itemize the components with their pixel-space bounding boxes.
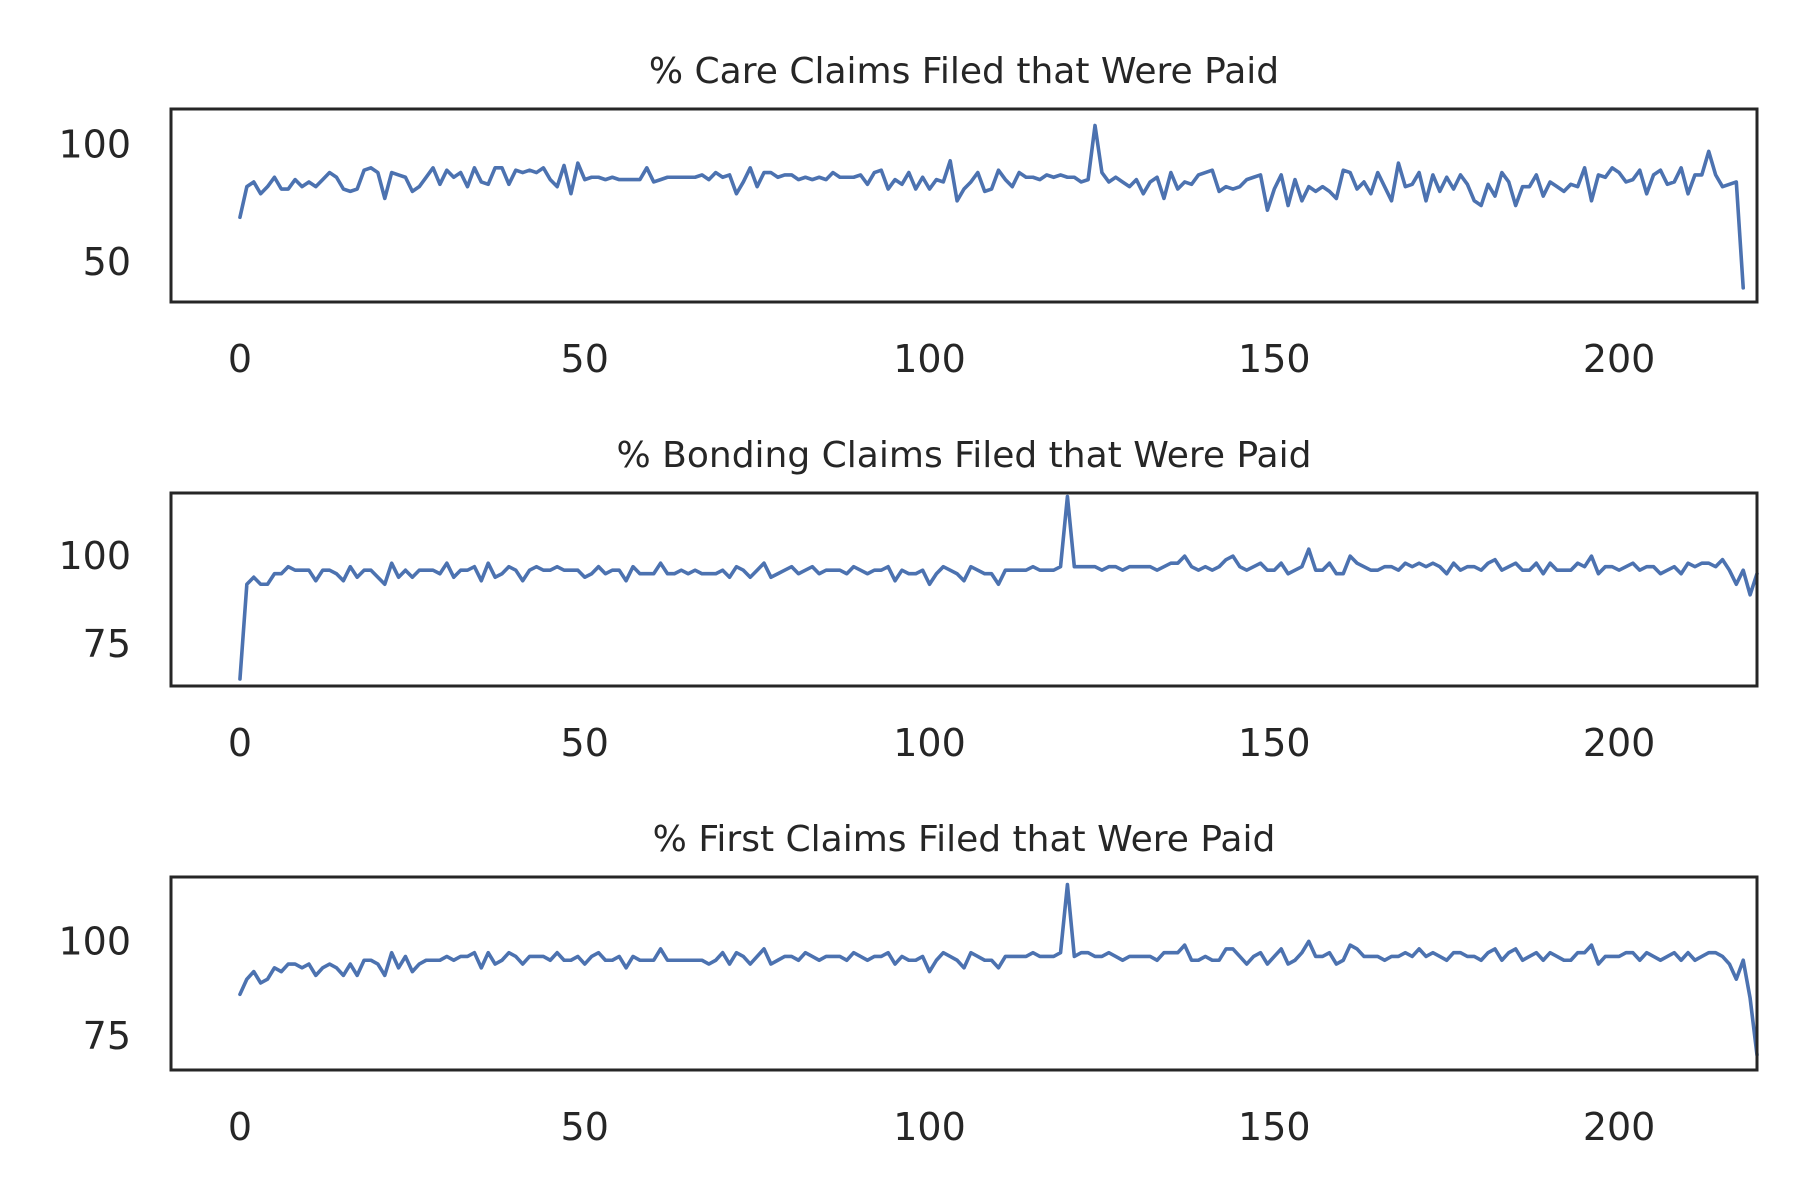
chart-title: % Care Claims Filed that Were Paid (649, 51, 1279, 92)
y-tick-label: 100 (58, 534, 131, 578)
x-tick-label: 200 (1583, 337, 1656, 381)
x-tick-label: 150 (1238, 337, 1311, 381)
x-tick-label: 100 (893, 1105, 966, 1149)
x-tick-label: 200 (1583, 721, 1656, 765)
axes-frame (169, 491, 1759, 688)
x-tick-label: 150 (1238, 721, 1311, 765)
axes-frame (169, 875, 1759, 1072)
subplots-container: % Care Claims Filed that Were Paid 0 50 100… (58, 51, 1759, 1149)
y-tick-label: 75 (83, 622, 131, 666)
x-tick-label: 100 (893, 721, 966, 765)
x-tick-label: 200 (1583, 1105, 1656, 1149)
x-tick-label: 0 (228, 337, 252, 381)
x-tick-label: 150 (1238, 1105, 1311, 1149)
x-tick-label: 0 (228, 721, 252, 765)
y-tick-label: 100 (58, 919, 131, 963)
chart-title: % First Claims Filed that Were Paid (653, 819, 1276, 860)
x-tick-label: 0 (228, 1105, 252, 1149)
chart-title: % Bonding Claims Filed that Were Paid (617, 435, 1312, 476)
y-tick-label: 75 (83, 1014, 131, 1058)
subplot-bonding: % Bonding Claims Filed that Were Paid 0 50… (58, 435, 1759, 765)
series-line (238, 494, 1759, 681)
y-tick-label: 50 (83, 240, 131, 284)
x-tick-label: 50 (561, 721, 609, 765)
subplot-care: % Care Claims Filed that Were Paid 0 50 100… (58, 51, 1759, 381)
y-tick-label: 100 (58, 122, 131, 166)
series-line (238, 882, 1759, 1057)
x-tick-label: 50 (561, 1105, 609, 1149)
x-tick-label: 100 (893, 337, 966, 381)
series-line (238, 123, 1746, 290)
axes-frame (169, 107, 1759, 304)
subplot-first: % First Claims Filed that Were Paid 0 50 10… (58, 819, 1759, 1149)
x-tick-label: 50 (561, 337, 609, 381)
